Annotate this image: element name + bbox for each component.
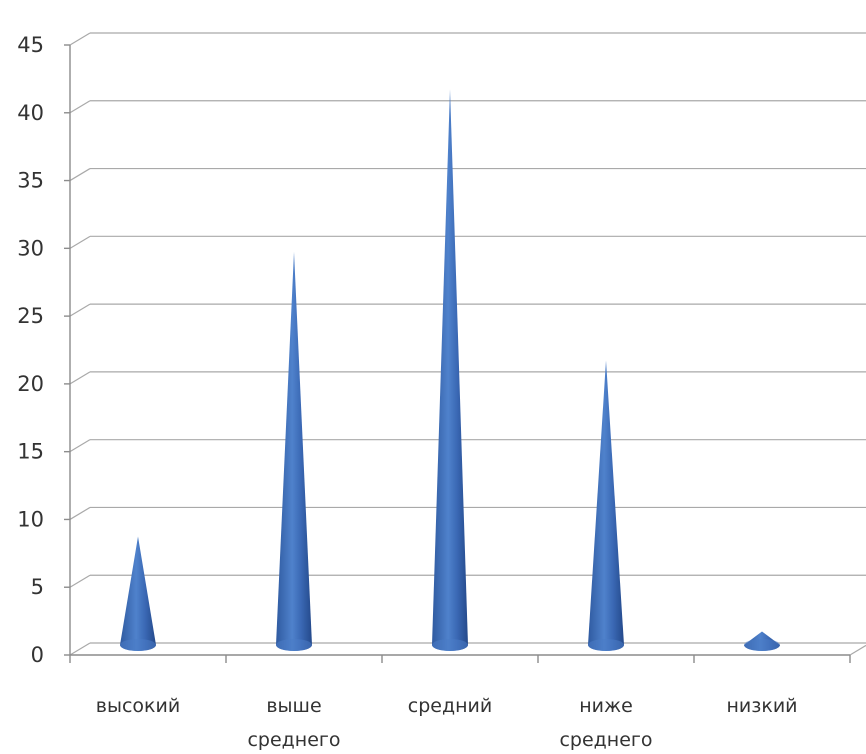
x-category-label-2: выше среднего [247,695,340,751]
gridline-wall-30 [69,235,91,249]
y-tick-label-15: 15 [17,440,44,464]
y-tick-label-40: 40 [17,101,44,125]
x-category-label-line: выше [266,695,321,717]
x-category-label-1: высокий [96,695,180,717]
x-category-label-3: средний [408,695,492,717]
axis-layer [64,44,851,663]
grid-layer [69,32,866,656]
y-tick-label-35: 35 [17,169,44,193]
gridline-wall-45 [69,32,91,46]
cone-base-2 [276,639,312,651]
x-category-label-line: высокий [96,695,180,717]
y-tick-label-45: 45 [17,33,44,57]
cones-layer [120,89,780,651]
gridline-wall-0 [69,642,91,656]
cone-base-5 [744,639,780,651]
x-category-label-line: средний [408,695,492,717]
gridline-wall-25 [69,303,91,317]
labels-layer: 0 5 10 15 20 25 30 35 40 45 высокий выше среднего сре… [17,33,797,751]
x-category-label-4: ниже среднего [559,695,652,751]
cone-body-4 [588,360,624,651]
y-tick-label-30: 30 [17,236,44,260]
cone-base-1 [120,639,156,651]
gridline-wall-10 [69,506,91,520]
y-tick-label-10: 10 [17,507,44,531]
gridline-wall-15 [69,439,91,453]
cone-1 [120,536,156,651]
x-category-label-line: низкий [726,695,797,717]
gridline-wall-40 [69,100,91,114]
cone-body-3 [432,89,468,651]
x-category-label-line: ниже [579,695,633,717]
cone-base-3 [432,639,468,651]
y-tick-label-5: 5 [31,575,44,599]
x-category-label-line: среднего [247,729,340,751]
y-tick-label-0: 0 [31,643,44,667]
cone-4 [588,360,624,651]
cone-5 [744,631,780,651]
gridline-wall-20 [69,371,91,385]
cone-3 [432,89,468,651]
x-category-label-line: среднего [559,729,652,751]
cone-2 [276,251,312,651]
floor-edge [849,644,866,656]
gridline-wall-5 [69,574,91,588]
y-tick-label-20: 20 [17,372,44,396]
cone-base-4 [588,639,624,651]
x-category-label-5: низкий [726,695,797,717]
cone-body-2 [276,251,312,651]
y-tick-label-25: 25 [17,304,44,328]
cone-body-1 [120,536,156,651]
gridline-wall-35 [69,168,91,182]
